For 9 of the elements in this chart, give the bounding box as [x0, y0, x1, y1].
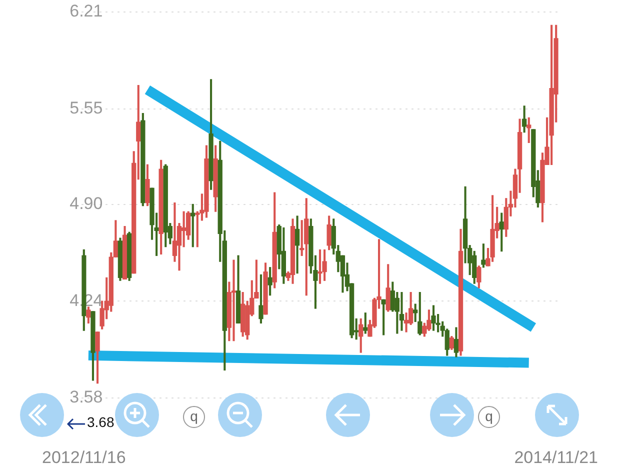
text: q	[478, 406, 500, 428]
y-tick-label: 3.58	[70, 388, 103, 407]
text: q	[183, 406, 205, 428]
y-tick-label: 5.55	[70, 98, 103, 118]
text: 3.68	[87, 414, 114, 430]
x-tick-label: 2012/11/16	[42, 448, 126, 466]
x-tick-label: 2014/11/21	[514, 448, 598, 466]
y-tick-label: 4.90	[70, 194, 103, 213]
y-tick-label: 6.21	[70, 2, 103, 21]
